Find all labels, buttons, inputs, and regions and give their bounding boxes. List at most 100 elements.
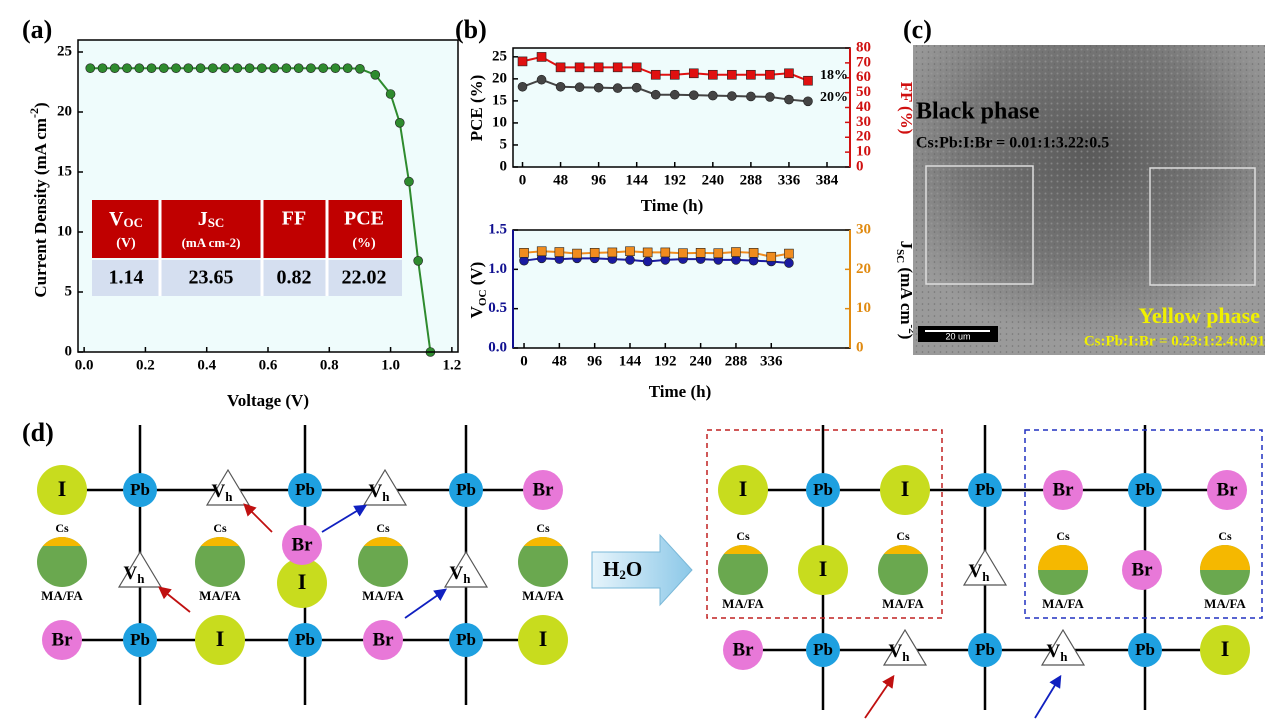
atom-label-sub: h (382, 489, 390, 504)
atom-label: Br (732, 639, 754, 660)
atom-label: Vh (969, 561, 991, 584)
marker (650, 69, 661, 80)
cation-top-label: Cs (736, 529, 750, 543)
atom-label: I (1221, 636, 1230, 661)
atom-label: I (819, 556, 828, 581)
marker (572, 248, 582, 259)
marker (727, 91, 737, 101)
marker (232, 63, 243, 73)
atom (523, 470, 563, 510)
table-header-unit: (mA cm-2) (182, 235, 241, 250)
marker (555, 81, 566, 92)
cation-label: MA/FA (522, 588, 564, 603)
cation-top-label: Cs (213, 521, 227, 535)
atom (42, 620, 82, 660)
atom-label: Pb (975, 640, 995, 659)
marker (85, 63, 96, 73)
table-cell: 23.65 (189, 267, 234, 289)
atom-label: Pb (456, 480, 476, 499)
marker (306, 63, 316, 73)
cation (358, 537, 408, 587)
atom-label-main: V (450, 563, 464, 584)
table-header-cell: JSC (198, 208, 225, 230)
atom-label: Pb (975, 480, 995, 499)
y-tick-label: 20 (492, 70, 507, 86)
x-axis-label: Time (h) (649, 382, 712, 401)
sem-texture (913, 45, 1265, 355)
atom-label: I (739, 476, 748, 501)
marker (195, 63, 206, 73)
atom-label: Pb (813, 640, 833, 659)
cation-label: MA/FA (362, 588, 404, 603)
marker (803, 75, 813, 86)
x-tick-label: 0.8 (320, 357, 339, 373)
atom-label: Br (51, 629, 73, 650)
series-line (523, 250, 790, 258)
marker (695, 248, 706, 258)
atom-label: Br (1131, 559, 1153, 580)
atom-label: Vh (124, 563, 146, 586)
cation-top-label: Cs (896, 529, 910, 543)
charts: 0.0 0.2 0.4 0.6 0.8 1.0 1.2 0 5 10 15 20 25 0 48 96 144 1… (57, 39, 871, 373)
atom-label: Vh (889, 641, 911, 664)
y2-tick-label: 0 (856, 339, 864, 355)
x-tick-label: 192 (664, 172, 687, 188)
marker (688, 90, 699, 100)
cation-top-label: Cs (376, 521, 390, 535)
sem-box (925, 165, 1034, 285)
atom (282, 525, 322, 565)
atom (798, 545, 848, 595)
atom (277, 558, 327, 608)
atom-label-main: V (889, 641, 903, 662)
cation-cap (1038, 545, 1088, 570)
marker (612, 62, 623, 73)
atom-label: Br (372, 629, 394, 650)
atom-label: I (298, 569, 307, 594)
marker (660, 247, 671, 258)
cation (195, 537, 245, 587)
table-header-unit: (%) (352, 236, 376, 251)
marker (784, 248, 794, 259)
cation-label: MA/FA (41, 588, 83, 603)
atom (123, 623, 157, 657)
atom (968, 633, 1002, 667)
y2-axis-label: JSC (mA cm-2) (894, 241, 918, 340)
plot-area (78, 40, 458, 352)
x-tick-label: 96 (591, 172, 607, 188)
marker (731, 247, 741, 257)
atom-label: Pb (1135, 640, 1155, 659)
atom-label: Br (1052, 479, 1074, 500)
marker (669, 69, 680, 80)
marker (171, 63, 181, 73)
marker (355, 64, 365, 74)
panel-label: (c) (903, 15, 932, 44)
marker (257, 63, 267, 73)
cation-label: MA/FA (1204, 596, 1246, 611)
scale-label: 20 um (945, 331, 970, 341)
arrow (321, 504, 368, 533)
x-axis-label: Voltage (V) (227, 391, 309, 410)
atom-label-sub: h (982, 569, 990, 584)
marker (784, 94, 794, 105)
marker (593, 82, 604, 93)
marker (159, 63, 169, 73)
series-line (522, 55, 809, 82)
y2-tick-label: 80 (856, 39, 871, 55)
x-axis-label: Time (h) (641, 196, 704, 215)
x-tick-label: 192 (654, 353, 677, 369)
marker (765, 92, 775, 102)
atom-label: Pb (295, 480, 315, 499)
atom-label-sub: h (1060, 649, 1068, 664)
vacancy (443, 550, 489, 588)
atom-label: Pb (295, 630, 315, 649)
vacancy (962, 548, 1008, 586)
marker (220, 63, 230, 73)
marker (519, 248, 529, 258)
marker (244, 63, 255, 73)
marker (612, 83, 623, 93)
x-tick-label: 0.4 (197, 357, 216, 373)
atom-label: Vh (369, 481, 391, 504)
marker (574, 62, 585, 73)
marker (625, 246, 635, 257)
